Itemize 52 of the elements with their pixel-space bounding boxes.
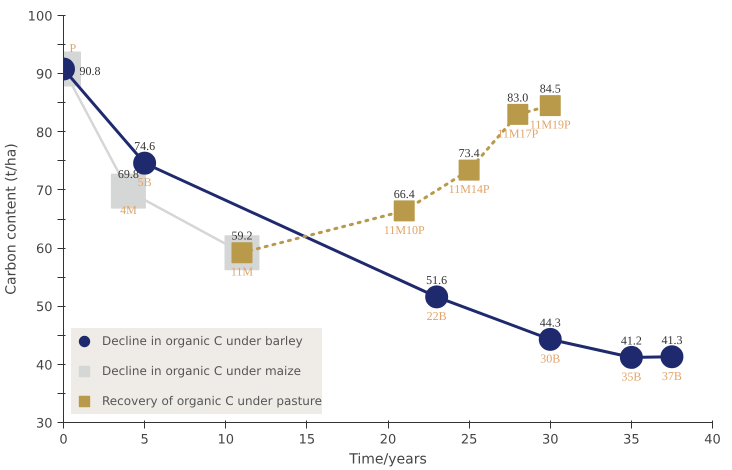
annotation: 5B: [138, 175, 152, 190]
point: [620, 346, 643, 369]
annotation: 37B: [662, 368, 682, 383]
y-tick-label: 70: [36, 184, 53, 199]
data-label: 41.2: [620, 333, 642, 348]
x-axis-title: Time/years: [348, 452, 427, 468]
data-label: 44.3: [540, 315, 561, 330]
x-tick-label: 0: [59, 432, 68, 448]
data-label: 59.2: [231, 228, 252, 243]
x-tick-label: 25: [460, 432, 478, 448]
x-tick-label: 40: [704, 432, 721, 448]
legend-label: Decline in organic C under barley: [102, 334, 303, 348]
point: [458, 160, 480, 181]
data-label: 69.8: [118, 167, 139, 182]
data-label: 90.8: [80, 64, 100, 78]
data-label: 66.4: [394, 186, 415, 201]
annotation: 4M: [120, 203, 138, 218]
data-label: 74.6: [134, 139, 156, 154]
annotation: 35B: [621, 369, 642, 384]
annotation: 11M10P: [384, 222, 425, 237]
x-tick-label: 35: [623, 432, 640, 448]
annotation: 11M: [230, 264, 254, 279]
annotation: P: [70, 40, 76, 55]
data-label: 41.3: [661, 332, 682, 347]
data-label: 83.0: [507, 90, 528, 104]
x-tick-label: 5: [140, 432, 149, 448]
y-tick-label: 50: [36, 300, 53, 316]
point: [538, 328, 562, 351]
annotation: 11M14P: [448, 182, 490, 196]
y-tick-label: 40: [36, 358, 53, 374]
point: [425, 285, 448, 308]
x-tick-label: 30: [542, 432, 559, 448]
legend-label: Decline in organic C under maize: [102, 364, 302, 378]
x-tick-label: 20: [380, 432, 396, 448]
point: [394, 200, 415, 222]
annotation: 30B: [540, 351, 560, 366]
x-tick-label: 10: [217, 432, 234, 448]
data-label: 51.6: [426, 272, 448, 287]
point: [660, 345, 684, 368]
data-label: 73.4: [458, 146, 480, 160]
x-tick-label: 15: [298, 432, 316, 448]
y-tick-label: 60: [36, 242, 53, 258]
legend-label: Recovery of organic C under pasture: [102, 394, 322, 408]
point: [540, 95, 561, 116]
y-tick-label: 30: [36, 416, 53, 432]
y-tick-label: 100: [28, 10, 53, 24]
annotation: 22B: [426, 308, 447, 323]
y-tick-label: 80: [36, 126, 53, 141]
y-axis-title: Carbon content (t/ha): [4, 143, 20, 295]
data-label: 84.5: [540, 82, 561, 96]
point: [507, 104, 528, 125]
y-tick-label: 90: [36, 68, 53, 83]
